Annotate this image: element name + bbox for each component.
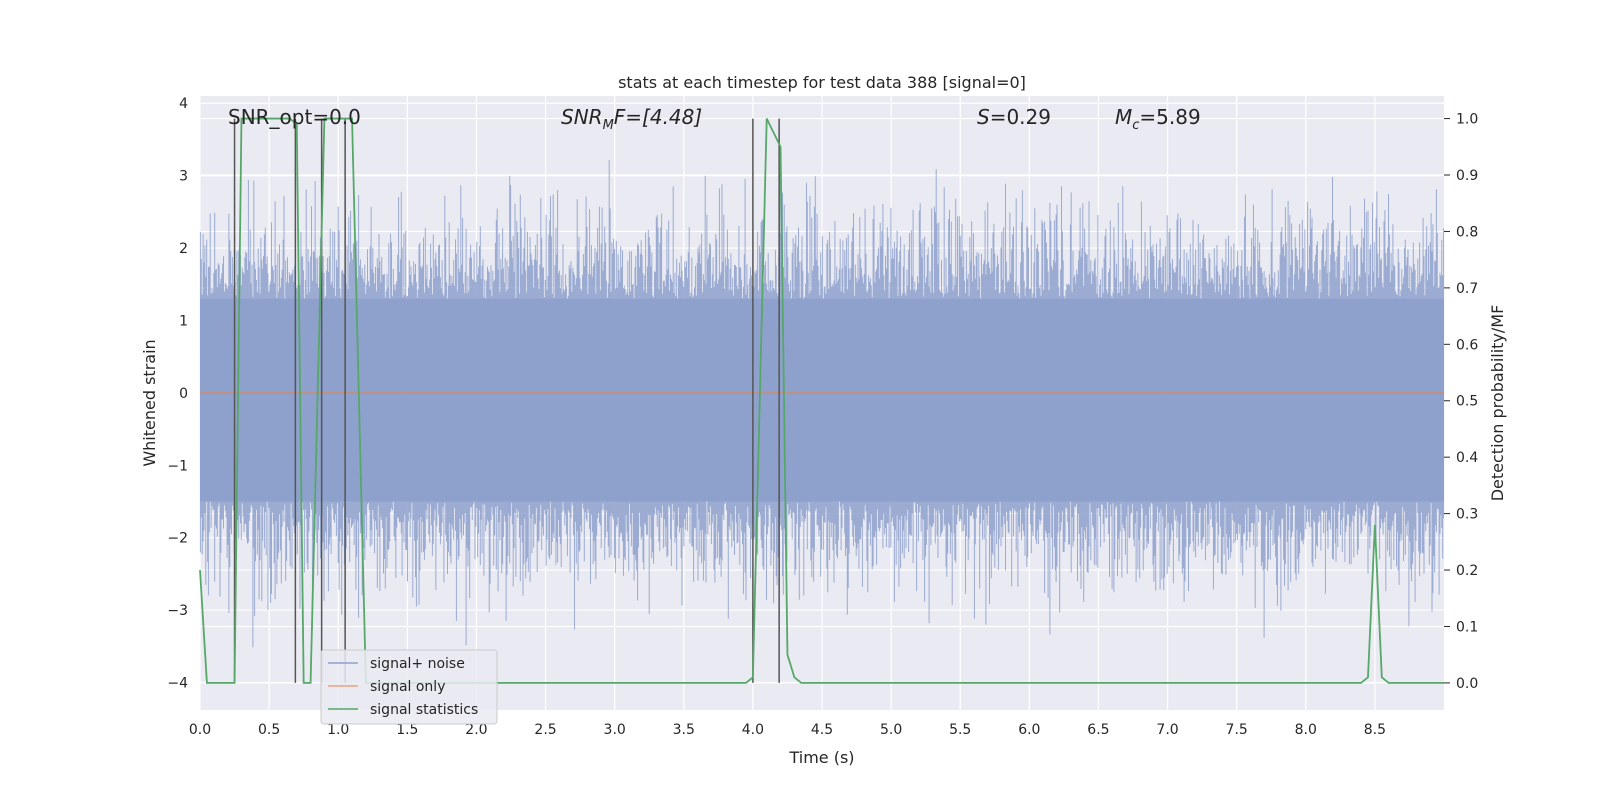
vertical-markers — [233, 118, 780, 683]
legend-box — [320, 649, 498, 725]
noise-band — [200, 298, 1444, 502]
y-right-tick-label: 0.0 — [1456, 676, 1478, 692]
x-tick-label: 2.5 — [534, 722, 556, 738]
y-right-tick-label: 0.9 — [1456, 168, 1478, 184]
annotation-mc: Mc=5.89 — [1115, 105, 1201, 133]
x-axis-label: Time (s) — [788, 748, 854, 767]
x-tick-label: 5.0 — [880, 722, 902, 738]
y-left-tick-label: 4 — [179, 96, 188, 112]
y-left-axis-label: Whitened strain — [140, 339, 159, 466]
x-tick-label: 3.0 — [604, 722, 626, 738]
x-tick-label: 6.0 — [1018, 722, 1040, 738]
legend: signal+ noise signal only signal statist… — [320, 649, 498, 725]
legend-label-noise: signal+ noise — [370, 656, 465, 672]
y-right-axis-label: Detection probability/MF — [1488, 305, 1507, 502]
annotation-snr-mf: SNRMF=[4.48] — [561, 105, 702, 133]
y-right-tick-label: 0.2 — [1456, 563, 1478, 579]
x-tick-label: 2.0 — [465, 722, 487, 738]
x-tick-label: 0.0 — [189, 722, 211, 738]
y-right-tick-label: 1.0 — [1456, 112, 1478, 128]
y-left-tick-label: 3 — [179, 169, 188, 185]
y-left-tick-label: 0 — [179, 386, 188, 402]
x-tick-label: 7.5 — [1226, 722, 1248, 738]
x-tick-label: 0.5 — [258, 722, 280, 738]
x-tick-label: 5.5 — [949, 722, 971, 738]
x-tick-label: 6.5 — [1087, 722, 1109, 738]
x-tick-label: 7.0 — [1156, 722, 1178, 738]
y-right-tick-label: 0.3 — [1456, 507, 1478, 523]
y-left-axis-ticks: 4 3 2 1 0 −1 −2 −3 −4 — [167, 96, 188, 691]
x-tick-label: 4.0 — [742, 722, 764, 738]
y-right-tick-label: 0.8 — [1456, 224, 1478, 240]
x-tick-label: 8.0 — [1295, 722, 1317, 738]
annotation-s: S=0.29 — [977, 105, 1051, 129]
x-tick-label: 1.0 — [327, 722, 349, 738]
y-right-tick-label: 0.4 — [1456, 450, 1478, 466]
y-right-tick-label: 0.1 — [1456, 619, 1478, 635]
legend-label-statistics: signal statistics — [370, 702, 478, 718]
y-right-axis-ticks: 1.0 0.9 0.8 0.7 0.6 0.5 0.4 0.3 0.2 0.1 0.0 — [1444, 112, 1478, 692]
y-left-tick-label: −1 — [167, 458, 188, 474]
x-tick-label: 4.5 — [811, 722, 833, 738]
y-left-tick-label: 2 — [179, 241, 188, 257]
legend-label-signal-only: signal only — [370, 679, 445, 695]
annotation-snr-opt: SNR_opt=0.0 — [228, 105, 361, 129]
x-tick-label: 3.5 — [673, 722, 695, 738]
x-axis-ticks: 0.0 0.5 1.0 1.5 2.0 2.5 3.0 3.5 4.0 4.5 5.0 5.5 6.0 6… — [189, 722, 1386, 738]
y-right-tick-label: 0.7 — [1456, 281, 1478, 297]
y-left-tick-label: −3 — [167, 603, 188, 619]
x-tick-label: 1.5 — [396, 722, 418, 738]
y-left-tick-label: 1 — [179, 313, 188, 329]
y-left-tick-label: −2 — [167, 531, 188, 547]
y-right-tick-label: 0.6 — [1456, 337, 1478, 353]
chart-title: stats at each timestep for test data 388… — [618, 73, 1026, 92]
y-right-tick-label: 0.5 — [1456, 394, 1478, 410]
signal-noise-series — [199, 160, 1445, 648]
x-tick-label: 8.5 — [1364, 722, 1386, 738]
y-left-tick-label: −4 — [167, 675, 188, 691]
